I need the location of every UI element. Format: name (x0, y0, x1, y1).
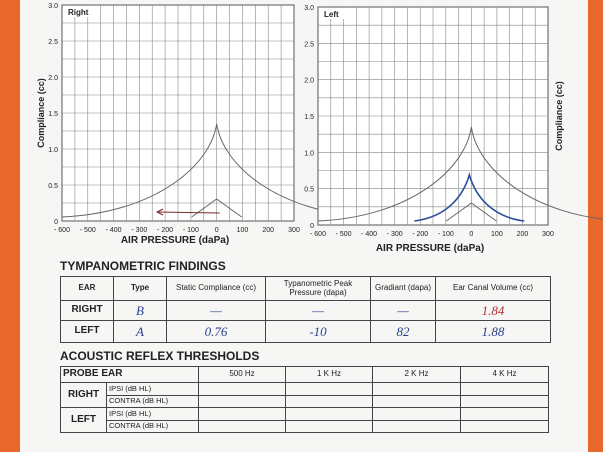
section-title: TYMPANOMETRIC FINDINGS (60, 259, 226, 273)
small-curve (191, 198, 242, 218)
y-tick-label: 1.0 (48, 147, 58, 154)
empty-cell (372, 419, 461, 433)
empty-cell (198, 394, 286, 408)
x-tick-label: 300 (288, 227, 300, 234)
test-label: IPSI (dB HL) (106, 382, 199, 396)
x-tick-label: 100 (237, 227, 249, 234)
x-tick-label: - 200 (157, 227, 173, 234)
y-tick-label: 0.5 (48, 183, 58, 190)
y-tick-label: 3.0 (48, 3, 58, 10)
section-title: ACOUSTIC REFLEX THRESHOLDS (60, 349, 260, 363)
handwritten-value: 82 (370, 320, 436, 343)
column-header: Type (113, 276, 167, 301)
column-header: EAR (60, 276, 114, 301)
empty-cell (460, 394, 549, 408)
y-tick-label: 2.0 (48, 75, 58, 82)
handwritten-value: 1.84 (435, 300, 551, 321)
graph-label: Right (68, 8, 89, 17)
handwritten-value: 1.88 (435, 320, 551, 343)
x-axis-label: AIR PRESSURE (daPa) (121, 235, 229, 246)
column-header: 1 K Hz (285, 366, 373, 383)
empty-cell (372, 382, 461, 396)
small-curve (446, 202, 497, 222)
x-tick-label: 300 (542, 231, 554, 238)
test-label: CONTRA (dB HL) (106, 394, 199, 408)
empty-cell (285, 394, 373, 408)
test-label: IPSI (dB HL) (106, 407, 199, 421)
column-header: Ear Canal Volume (cc) (435, 276, 551, 301)
y-tick-label: 2.5 (304, 41, 314, 48)
x-tick-label: 0 (469, 231, 473, 238)
x-tick-label: - 200 (412, 231, 428, 238)
y-tick-label: 0 (54, 219, 58, 226)
x-tick-label: - 500 (336, 231, 352, 238)
graphs: - 600 - 500 - 400 - 300 - 200 - 100 0 100 200 300… (36, 3, 603, 254)
empty-cell (285, 382, 373, 396)
ear-label: LEFT (60, 407, 107, 433)
graph-label: Left (324, 10, 339, 19)
empty-cell (285, 419, 373, 433)
x-tick-label: - 100 (183, 227, 199, 234)
handwritten-value: A (113, 320, 167, 343)
ear-label: RIGHT (60, 382, 107, 408)
x-tick-label: - 500 (80, 227, 96, 234)
y-tick-label: 1.5 (304, 114, 314, 121)
y-axis-label: Compliance (cc) (554, 81, 564, 151)
empty-cell (285, 407, 373, 421)
handwritten-value: — (166, 300, 266, 321)
y-tick-label: 1.0 (304, 150, 314, 157)
empty-cell (460, 407, 549, 421)
x-tick-label: 100 (491, 231, 503, 238)
empty-cell (372, 407, 461, 421)
y-tick-label: 2.5 (48, 39, 58, 46)
empty-cell (198, 382, 286, 396)
x-tick-label: 200 (517, 231, 529, 238)
column-header: Gradiant (dapa) (370, 276, 436, 301)
x-tick-label: - 600 (310, 231, 326, 238)
ear-label: LEFT (60, 320, 114, 343)
label-box (65, 6, 91, 17)
x-tick-label: - 600 (54, 227, 70, 234)
column-header: Static Compliance (cc) (166, 276, 266, 301)
handwritten-value: — (265, 300, 371, 321)
empty-cell (372, 394, 461, 408)
label-box (321, 8, 347, 19)
test-label: CONTRA (dB HL) (106, 419, 199, 433)
column-header: 500 Hz (198, 366, 286, 383)
hand-line (156, 211, 220, 214)
empty-cell (460, 382, 549, 396)
y-tick-label: 1.5 (48, 111, 58, 118)
column-header: 4 K Hz (460, 366, 549, 383)
curve (317, 126, 603, 222)
y-tick-label: 0 (310, 223, 314, 230)
curve (414, 171, 525, 222)
column-header: Typanometric Peak Pressure (dapa) (265, 276, 371, 301)
handwritten-value: -10 (265, 320, 371, 343)
handwritten-value: B (113, 300, 167, 321)
y-tick-label: 2.0 (304, 78, 314, 85)
y-axis-label: Compliance (cc) (36, 78, 46, 148)
empty-cell (198, 419, 286, 433)
empty-cell (198, 407, 286, 421)
hand-arrow (155, 208, 164, 216)
empty-cell (460, 419, 549, 433)
column-header: 2 K Hz (372, 366, 461, 383)
y-tick-label: 3.0 (304, 5, 314, 12)
x-axis-label: AIR PRESSURE (daPa) (376, 243, 484, 254)
handwritten-value: — (370, 300, 436, 321)
curve (61, 123, 372, 218)
x-tick-label: - 400 (106, 227, 122, 234)
x-tick-label: - 300 (131, 227, 147, 234)
x-tick-label: - 100 (438, 231, 454, 238)
x-tick-label: - 400 (361, 231, 377, 238)
y-tick-label: 0.5 (304, 187, 314, 194)
handwritten-value: 0.76 (166, 320, 266, 343)
x-tick-label: - 300 (387, 231, 403, 238)
ear-label: RIGHT (60, 300, 114, 321)
x-tick-label: 0 (215, 227, 219, 234)
column-header: PROBE EAR (60, 366, 199, 383)
x-tick-label: 200 (262, 227, 274, 234)
